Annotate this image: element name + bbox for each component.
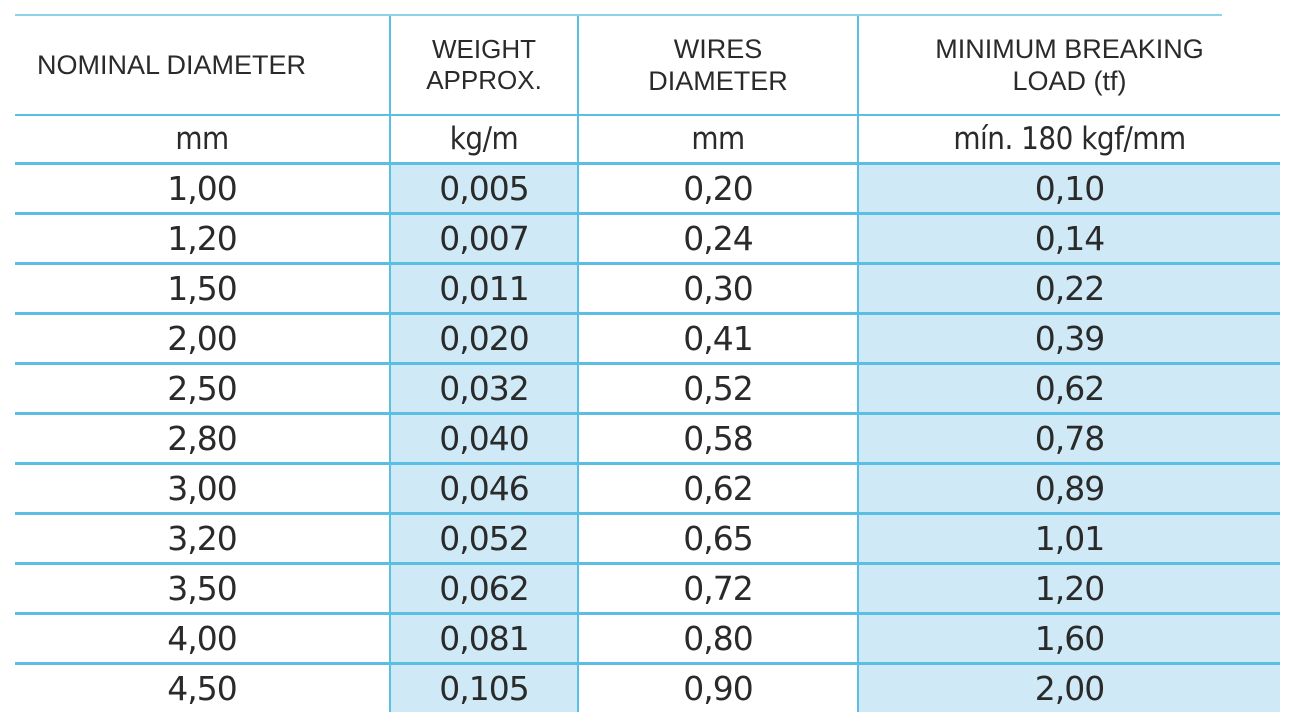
data-cell: 1,00 [15,162,390,214]
table-wrap: NOMINAL DIAMETER WEIGHT APPROX. WIRES DIAM… [15,14,1280,712]
data-cell: 0,62 [857,362,1280,414]
data-cell: 0,052 [389,512,578,564]
data-row: 2,80 0,040 0,58 0,78 [15,412,1280,464]
table-body: mm kg/m mm mín. 180 kgf/mm 1,00 0,005 0,20 0,10… [15,115,1280,712]
data-cell: 0,020 [389,312,578,364]
data-row: 1,00 0,005 0,20 0,10 [15,162,1280,214]
data-cell: 0,14 [857,212,1280,264]
data-cell: 3,50 [15,562,390,614]
header-text: WEIGHT APPROX. [426,33,542,95]
data-row: 1,50 0,011 0,30 0,22 [15,262,1280,314]
data-cell: 0,011 [389,262,578,314]
data-cell: 2,00 [857,662,1280,712]
data-cell: 0,65 [577,512,858,564]
data-cell: 1,20 [15,212,390,264]
data-cell: 1,20 [857,562,1280,614]
data-cell: 1,01 [857,512,1280,564]
data-cell: 2,50 [15,362,390,414]
data-cell: 3,20 [15,512,390,564]
data-cell: 0,007 [389,212,578,264]
data-cell: 0,10 [857,162,1280,214]
unit-cell: mm [175,121,229,157]
data-cell: 0,72 [577,562,858,614]
units-row: mm kg/m mm mín. 180 kgf/mm [15,115,1280,164]
header-text: WIRES DIAMETER [648,33,788,96]
header-row: NOMINAL DIAMETER WEIGHT APPROX. WIRES DIAM… [15,16,1280,116]
spec-table: NOMINAL DIAMETER WEIGHT APPROX. WIRES DIAM… [15,16,1280,712]
data-cell: 0,52 [577,362,858,414]
data-cell: 0,062 [389,562,578,614]
data-cell: 3,00 [15,462,390,514]
data-cell: 0,032 [389,362,578,414]
data-row: 2,50 0,032 0,52 0,62 [15,362,1280,414]
data-cell: 0,040 [389,412,578,464]
unit-cell: mm [577,115,858,164]
data-cell: 4,50 [15,662,390,712]
data-row: 1,20 0,007 0,24 0,14 [15,212,1280,264]
data-row: 2,00 0,020 0,41 0,39 [15,312,1280,364]
data-cell: 0,081 [389,612,578,664]
data-cell: 2,80 [15,412,390,464]
data-cell: 0,90 [577,662,858,712]
data-cell: 0,046 [389,462,578,514]
data-cell: 0,58 [577,412,858,464]
data-cell: 0,41 [577,312,858,364]
data-row: 4,50 0,105 0,90 2,00 [15,662,1280,712]
data-cell: 2,00 [15,312,390,364]
data-row: 3,50 0,062 0,72 1,20 [15,562,1280,614]
data-cell: 0,89 [857,462,1280,514]
data-cell: 0,30 [577,262,858,314]
data-cell: 0,80 [577,612,858,664]
data-cell: 0,62 [577,462,858,514]
top-rule [15,14,1222,16]
data-row: 4,00 0,081 0,80 1,60 [15,612,1280,664]
data-cell: 0,22 [857,262,1280,314]
header-cell: WEIGHT APPROX. [389,16,578,116]
data-cell: 0,005 [389,162,578,214]
data-row: 3,00 0,046 0,62 0,89 [15,462,1280,514]
data-cell: 0,105 [389,662,578,712]
header-cell: MINIMUM BREAKING LOAD (tf) [857,16,1280,116]
data-cell: 1,50 [15,262,390,314]
data-cell: 0,20 [577,162,858,214]
data-cell: 0,78 [857,412,1280,464]
data-cell: 0,24 [577,212,858,264]
data-cell: 0,39 [857,312,1280,364]
header-text: MINIMUM BREAKING LOAD (tf) [935,33,1204,96]
data-cell: 1,60 [857,612,1280,664]
header-cell: NOMINAL DIAMETER [15,16,390,116]
data-row: 3,20 0,052 0,65 1,01 [15,512,1280,564]
header-text: NOMINAL DIAMETER [37,49,307,80]
unit-cell: mín. 180 kgf/mm [857,115,1280,164]
header-cell: WIRES DIAMETER [577,16,858,116]
data-cell: 4,00 [15,612,390,664]
unit-cell: kg/m [389,115,578,164]
